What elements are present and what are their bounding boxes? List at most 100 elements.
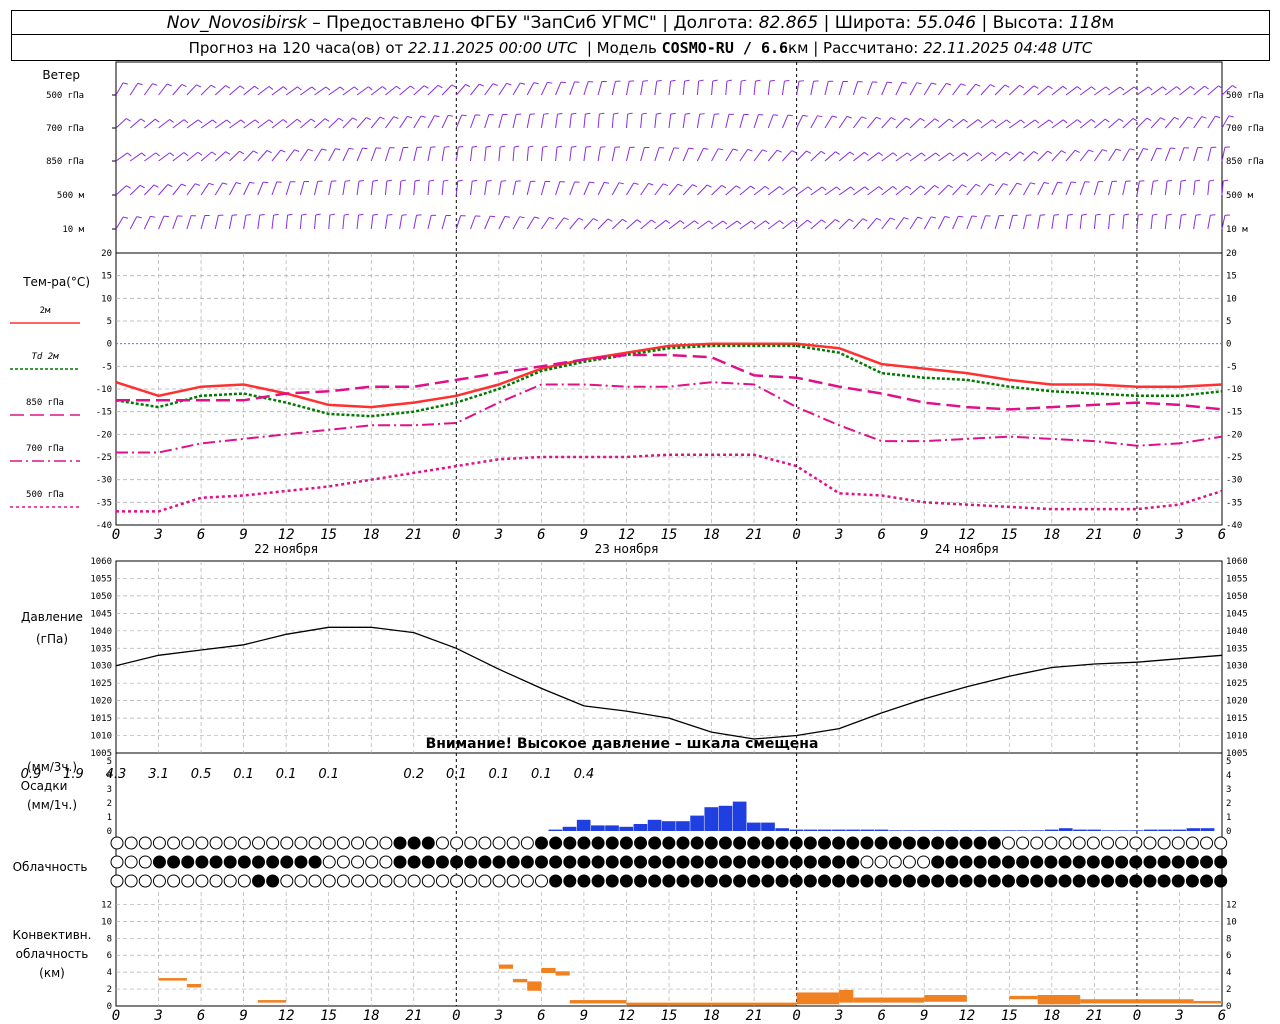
wind-barb [300,86,313,96]
wind-barb [257,181,264,196]
forecast-header: Прогноз на 120 часа(ов) от 22.11.2025 00… [11,35,1270,61]
precip-bar [1172,829,1187,831]
wind-barb [186,215,192,230]
precip-bar [931,830,945,831]
precip-bar [1073,829,1087,831]
wind-barb-feather [1160,117,1166,121]
precip-bar [562,826,577,831]
cloud-symbol [492,855,506,869]
hour-label-mid: 12 [958,527,975,543]
wind-barb [427,84,439,96]
wind-barb-feather [310,118,316,123]
wind-barb [796,150,807,162]
cloud-symbol [676,836,690,850]
precip-bar [902,830,917,831]
conv-tick-left: 0 [107,1002,112,1012]
cloud-symbol [747,855,761,869]
wind-barb-feather [1048,119,1054,124]
wind-barb [1150,117,1161,129]
precip-bar [605,825,619,831]
wind-barb [569,181,576,196]
wind-barb-feather [338,117,344,122]
cloud-symbol [874,836,888,850]
temp-tick-right: 15 [1226,272,1237,282]
wind-barb-feather [820,150,826,155]
wind-barb-feather [1002,183,1009,186]
wind-barb [810,219,822,230]
wind-barb [441,181,444,196]
wind-barb [654,81,658,96]
wind-barb-feather [368,86,373,91]
cloud-title: Облачность [13,860,88,874]
wind-barb [484,114,490,129]
wind-barb-feather [961,184,967,188]
cloud-symbol [1115,855,1129,869]
wind-barb-feather [126,185,131,189]
wind-barb [1150,86,1163,96]
cloud-symbol [393,874,407,888]
cloud-symbol [167,874,181,888]
wind-barb-feather [791,150,797,154]
wind-barb-feather [861,116,867,120]
press-tick-left: 1025 [90,679,112,689]
wind-barb-feather [1123,213,1129,216]
conv-tick-right: 8 [1226,934,1231,944]
wind-barb [229,119,242,129]
wind-barb-feather [1034,119,1040,124]
wind-barb-feather [353,86,359,91]
wind-barb-feather [848,218,854,223]
wind-barb-feather [931,82,937,85]
wind-barb [980,183,990,196]
wind-level-right: 10 м [1226,225,1248,235]
cloud-symbol [860,836,874,850]
wind-barb [909,117,921,129]
convective-bar [257,1000,287,1003]
wind-barb-feather [679,220,685,224]
temp-tick-right: -5 [1226,362,1237,372]
wind-barb [1037,119,1050,129]
wind-barb [867,217,877,230]
wind-barb [1193,147,1199,162]
wind-barb [696,114,701,129]
temp-tick-left: -25 [96,453,112,463]
cloud-symbol [1143,874,1157,888]
wind-barb-feather [423,85,429,89]
hour-label-mid: 9 [920,527,928,543]
wind-barb [243,150,254,162]
wind-barb [1207,147,1212,162]
cloud-symbol [718,855,732,869]
wind-barb-feather [434,115,440,118]
hour-label-mid: 0 [792,527,800,543]
wind-barb-feather [864,186,869,191]
wind-barb-feather [444,146,450,148]
wind-barb-feather [197,151,203,156]
cloud-symbol [1058,836,1072,850]
upper-frame [115,61,1223,526]
hour-label-mid: 3 [1174,527,1183,543]
wind-barb [257,215,261,230]
cloud-symbol [733,874,747,888]
wind-barb-feather [977,152,983,157]
wind-barb [285,86,298,96]
cloud-symbol [690,874,704,888]
wind-barb-feather [296,118,302,123]
t700-line [116,381,1223,454]
wind-barb-feather [1109,213,1115,216]
wind-barb-feather [166,83,172,87]
wind-barb-feather [636,219,642,223]
cloud-symbol [549,874,563,888]
wind-barb [498,181,502,196]
precip-bar [591,825,605,831]
wind-barb [966,152,979,162]
hour-label-bottom: 3 [834,1008,843,1024]
wind-barb-feather [1020,119,1025,124]
wind-barb [668,147,675,162]
wind-barb [470,83,480,96]
wind-barb [413,215,418,230]
wind-barb-feather [1228,115,1234,118]
precip-total-label: 0.4 [574,767,595,782]
wind-barb-feather [931,216,937,219]
cloud-symbol [435,874,449,888]
wind-barb [271,86,284,96]
